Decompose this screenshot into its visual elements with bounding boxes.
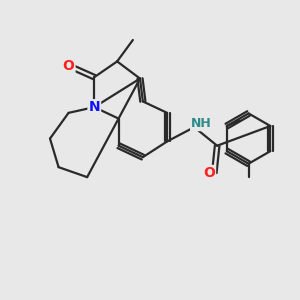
Text: O: O: [203, 166, 215, 180]
Text: NH: NH: [191, 117, 212, 130]
Text: N: N: [88, 100, 100, 114]
Text: O: O: [63, 59, 74, 73]
